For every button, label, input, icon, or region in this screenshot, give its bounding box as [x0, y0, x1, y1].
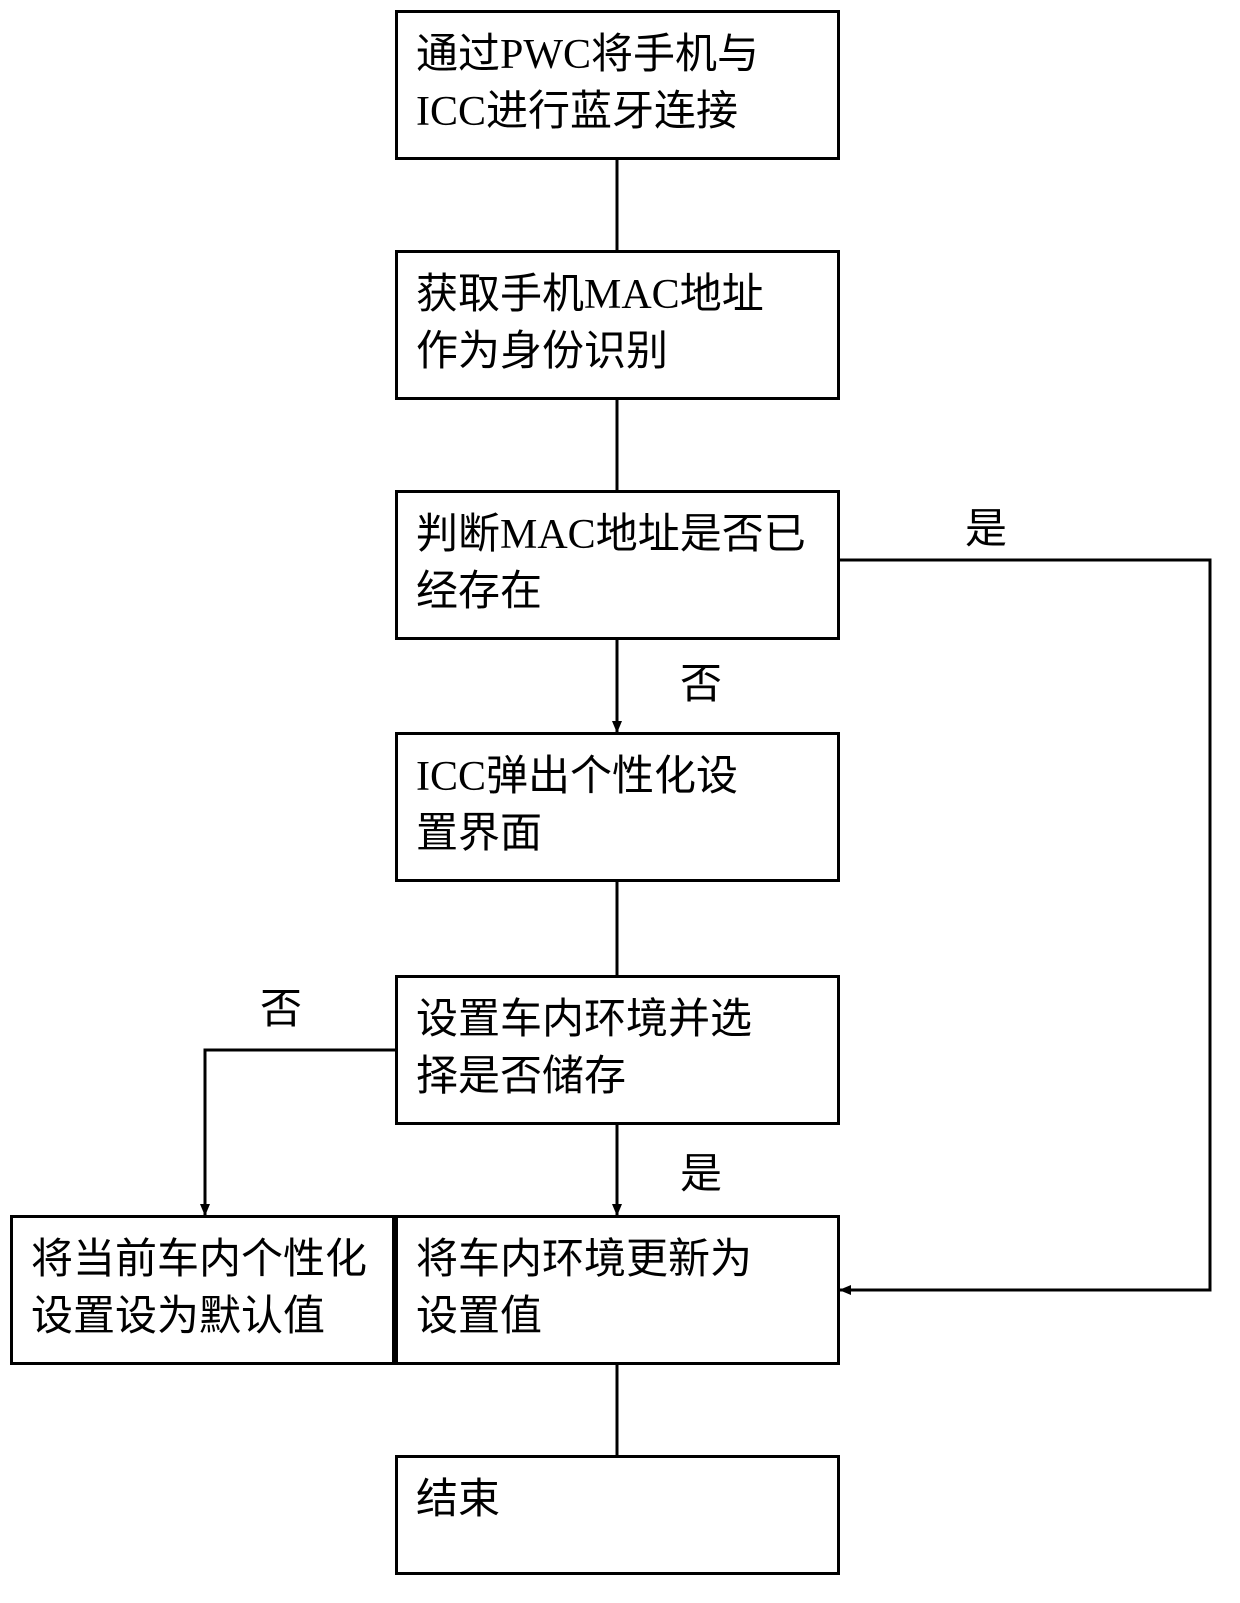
flow-edge-label: 否: [680, 650, 722, 711]
flow-node-n5: 设置车内环境并选 择是否储存: [395, 975, 840, 1125]
flow-node-n2: 获取手机MAC地址 作为身份识别: [395, 250, 840, 400]
flow-node-text: ICC弹出个性化设 置界面: [416, 749, 738, 862]
flow-edge-e8: [205, 1050, 395, 1215]
flow-node-text: 判断MAC地址是否已 经存在: [416, 507, 806, 620]
flow-node-n6: 将车内环境更新为 设置值: [395, 1215, 840, 1365]
flow-edge-label: 是: [680, 1140, 722, 1201]
flow-node-n7: 将当前车内个性化 设置设为默认值: [10, 1215, 395, 1365]
flow-node-text: 将车内环境更新为 设置值: [416, 1232, 752, 1345]
flowchart-canvas: 通过PWC将手机与 ICC进行蓝牙连接获取手机MAC地址 作为身份识别判断MAC…: [0, 0, 1240, 1603]
flow-node-n4: ICC弹出个性化设 置界面: [395, 732, 840, 882]
flow-node-n3: 判断MAC地址是否已 经存在: [395, 490, 840, 640]
flow-node-text: 获取手机MAC地址 作为身份识别: [416, 267, 764, 380]
flow-node-text: 结束: [416, 1472, 500, 1529]
flow-node-n8: 结束: [395, 1455, 840, 1575]
flow-node-n1: 通过PWC将手机与 ICC进行蓝牙连接: [395, 10, 840, 160]
flow-edge-label: 否: [260, 975, 302, 1036]
flow-edge-e7: [840, 560, 1210, 1290]
flow-node-text: 设置车内环境并选 择是否储存: [416, 992, 752, 1105]
flow-node-text: 通过PWC将手机与 ICC进行蓝牙连接: [416, 27, 759, 140]
flow-edge-label: 是: [965, 495, 1007, 556]
flow-node-text: 将当前车内个性化 设置设为默认值: [31, 1232, 367, 1345]
